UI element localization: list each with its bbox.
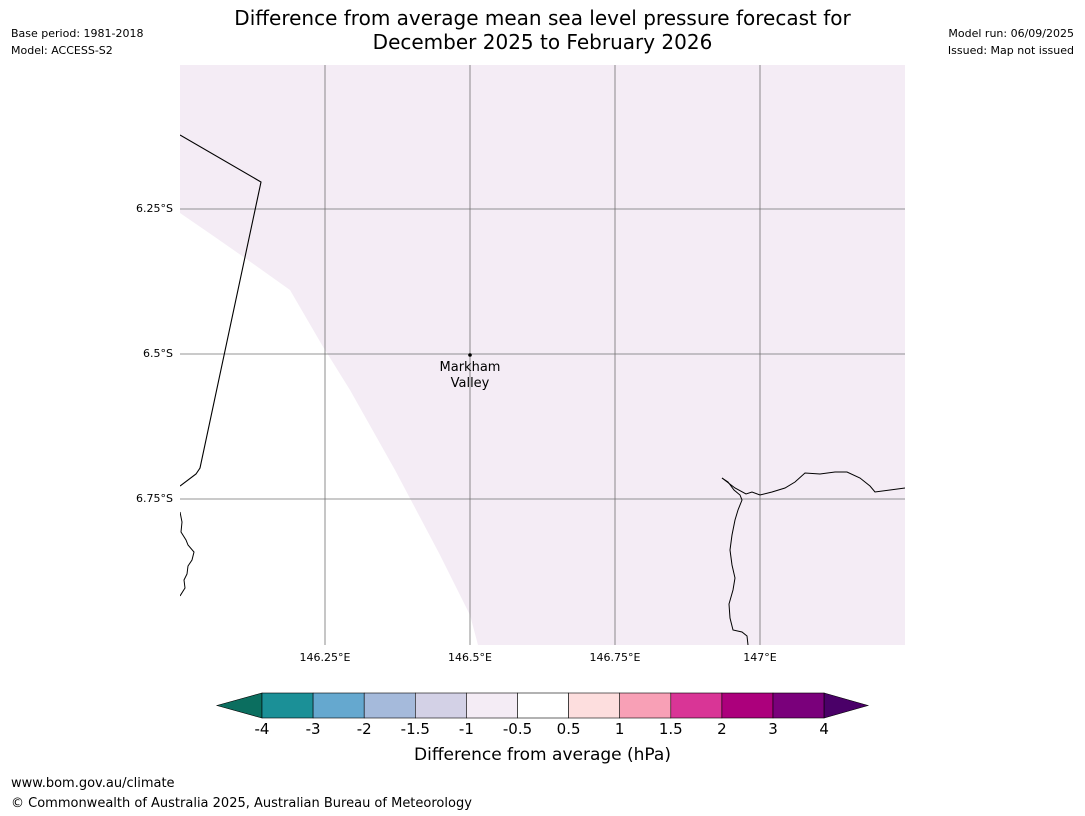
coastline-east: [721, 471, 905, 496]
model-run: Model run: 06/09/2025: [948, 27, 1074, 40]
lat-label-6-5: 6.5°S: [143, 347, 173, 360]
colorbar-tick-label: 1: [614, 720, 625, 738]
colorbar-swatch: [670, 692, 723, 719]
place-label-line-2: Valley: [450, 376, 490, 391]
colorbar-tick-label: 4: [819, 720, 829, 738]
colorbar-swatches: [215, 692, 870, 719]
lon-label-146-75: 146.75°E: [589, 651, 641, 664]
grid-lines: [180, 65, 905, 645]
colorbar-swatch: [312, 692, 365, 719]
anomaly-shading: [180, 65, 905, 645]
colorbar-swatch: [568, 692, 620, 719]
province-border: [180, 134, 262, 487]
colorbar-swatch: [261, 692, 314, 719]
footer-website: www.bom.gov.au/climate: [11, 776, 175, 791]
lon-label-146-5: 146.5°E: [448, 651, 492, 664]
map-title: Difference from average mean sea level p…: [0, 6, 1085, 54]
footer: www.bom.gov.au/climate © Commonwealth of…: [11, 774, 472, 814]
title-line-1: Difference from average mean sea level p…: [234, 6, 851, 30]
river-east: [721, 477, 749, 645]
model-name: Model: ACCESS-S2: [11, 44, 113, 57]
colorbar-tick-label: -4: [254, 720, 270, 738]
colorbar-tick-label: 0.5: [556, 720, 581, 738]
colorbar-tick-label: 2: [717, 720, 727, 738]
colorbar-swatch: [772, 692, 825, 719]
colorbar-tick-label: -1: [458, 720, 474, 738]
colorbar-arrow-low: [215, 692, 263, 719]
colorbar-swatch: [414, 692, 467, 719]
river-west: [180, 511, 195, 597]
place-label-line-1: Markham: [439, 360, 501, 375]
title-line-2: December 2025 to February 2026: [372, 30, 713, 54]
markham-valley-marker: [468, 353, 472, 357]
colorbar-swatch: [363, 692, 416, 719]
colorbar-tick-label: -2: [356, 720, 372, 738]
lon-label-146-25: 146.25°E: [299, 651, 351, 664]
colorbar-tick-label: 1.5: [658, 720, 683, 738]
issued-status: Issued: Map not issued: [947, 44, 1074, 57]
colorbar-swatch: [619, 692, 672, 719]
metadata-left: Base period: 1981-2018 Model: ACCESS-S2: [11, 25, 143, 59]
colorbar-title: Difference from average (hPa): [414, 745, 671, 765]
colorbar-tick-label: -3: [305, 720, 321, 738]
base-period: Base period: 1981-2018: [11, 27, 144, 40]
colorbar-swatch: [466, 692, 518, 719]
place-label-markham-valley: Markham Valley: [420, 360, 520, 392]
lat-label-6-75: 6.75°S: [136, 492, 173, 505]
colorbar-tick-label: 3: [768, 720, 778, 738]
colorbar-swatch: [517, 692, 569, 719]
footer-copyright: © Commonwealth of Australia 2025, Austra…: [11, 796, 472, 811]
lon-label-147: 147°E: [743, 651, 777, 664]
lat-label-6-25: 6.25°S: [136, 202, 173, 215]
colorbar-tick-label: -1.5: [400, 720, 430, 738]
metadata-right: Model run: 06/09/2025 Issued: Map not is…: [948, 25, 1074, 59]
colorbar-arrow-high: [823, 692, 870, 719]
colorbar-tick-label: -0.5: [502, 720, 533, 738]
colorbar-swatch: [721, 692, 774, 719]
